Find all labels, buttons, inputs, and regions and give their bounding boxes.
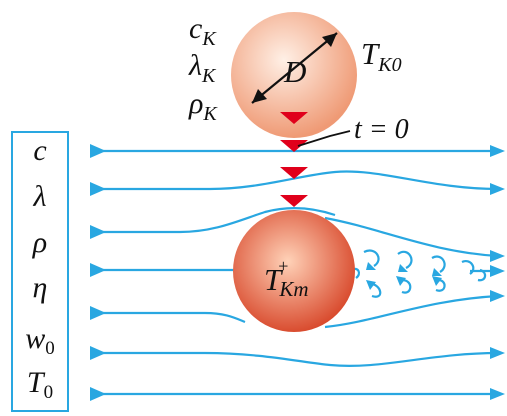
- vortex-head-2: [366, 280, 376, 290]
- outflow-arrow-4: [490, 265, 505, 277]
- wake-lower-boundary: [324, 294, 499, 329]
- vortex-arrowheads: [366, 262, 442, 290]
- marker-3: [280, 167, 308, 179]
- outflow-arrow-7: [490, 388, 505, 400]
- outflow-arrows: [490, 145, 505, 400]
- streamline-3: [90, 207, 336, 234]
- vortex-head-5: [432, 268, 442, 276]
- outflow-arrow-3: [490, 250, 505, 262]
- marker-2: [280, 140, 308, 152]
- vortex-5: [431, 255, 446, 273]
- vortex-head-6: [432, 276, 442, 286]
- streamline-2: [90, 170, 499, 191]
- initial-temperature-label: TK0: [361, 36, 402, 76]
- vortex-head-4: [396, 276, 406, 286]
- vortex-head-3: [398, 264, 408, 272]
- fluid-prop-w0: w0: [25, 322, 55, 359]
- sphere-temperature-label: T+ Km: [264, 256, 309, 301]
- inflow-arrow-2: [90, 182, 106, 196]
- outflow-arrow-2: [490, 183, 505, 195]
- fluid-prop-rho: ρ: [32, 226, 47, 259]
- diameter-arrow-head-bottom: [252, 89, 267, 103]
- time-leader-line: [297, 130, 351, 147]
- inflow-arrow-4: [90, 263, 106, 277]
- sphere-prop-rho: ρK: [188, 87, 218, 125]
- vortex-1: [363, 249, 380, 267]
- diameter-arrow-line: [251, 32, 338, 104]
- outflow-arrow-5: [490, 290, 505, 302]
- inflow-arrow-3: [90, 225, 106, 239]
- vortex-head-1: [366, 262, 376, 270]
- fluid-props-frame: [11, 131, 69, 412]
- time-label: t = 0: [354, 114, 409, 145]
- vortex-4: [401, 278, 412, 294]
- inflow-arrow-7: [90, 387, 106, 401]
- marker-1: [280, 112, 308, 124]
- diameter-arrow-head-top: [322, 33, 337, 47]
- inflow-arrows: [90, 144, 106, 401]
- outflow-arrow-1: [490, 145, 505, 157]
- inflow-arrow-5: [90, 306, 106, 320]
- vortex-8: [477, 268, 487, 282]
- position-markers: [280, 112, 308, 207]
- fluid-prop-c: c: [33, 134, 46, 167]
- fluid-prop-lambda: λ: [33, 180, 47, 213]
- fluid-prop-eta: η: [33, 271, 48, 304]
- vortex-2: [371, 282, 382, 298]
- vortex-3: [397, 250, 413, 269]
- streamline-6: [90, 351, 499, 368]
- streamline-5: [90, 311, 246, 324]
- fluid-prop-t0: T0: [27, 366, 53, 403]
- sphere-prop-lambda: λK: [188, 49, 217, 87]
- outflow-arrow-6: [490, 347, 505, 359]
- sphere-in-flow: [233, 210, 355, 332]
- diameter-label: D: [283, 54, 306, 89]
- wake-upper-boundary: [324, 216, 499, 258]
- inflow-arrow-6: [90, 346, 106, 360]
- sphere-prop-c: cK: [189, 12, 217, 50]
- inflow-arrow-1: [90, 144, 106, 158]
- wake-vortices: [351, 249, 487, 298]
- vortex-7: [461, 260, 475, 275]
- marker-4: [280, 195, 308, 207]
